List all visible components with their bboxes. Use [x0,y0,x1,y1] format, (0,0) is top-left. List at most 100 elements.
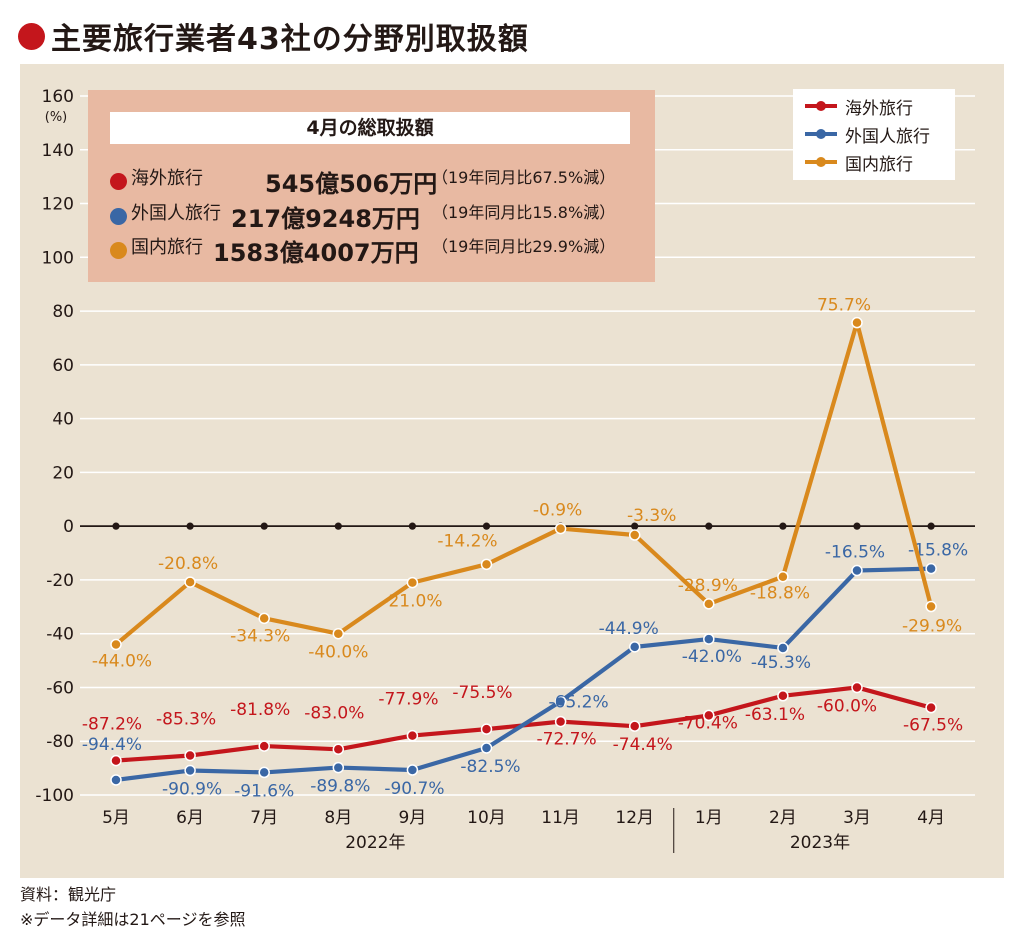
legend-item-overseas: 海外旅行 [805,93,913,119]
data-point-overseas [554,715,567,728]
domestic-bullet-icon [110,241,127,259]
legend-label: 外国人旅行 [845,126,930,147]
y-tick-label: -100 [35,786,74,806]
y-tick-label: -40 [46,625,74,645]
data-point-inbound [184,764,196,777]
data-label-inbound: -16.5% [825,543,885,563]
data-point-inbound [851,564,863,577]
data-point-domestic [110,638,122,651]
zero-line-marker [186,522,194,530]
data-reference-note: ※データ詳細は21ページを参照 [20,910,246,929]
x-tick-label: 6月 [176,808,204,828]
zero-line-marker [408,522,416,530]
y-tick-label: 140 [42,141,74,161]
y-tick-label: 0 [63,517,74,537]
data-label-inbound: -44.9% [599,619,659,639]
data-point-domestic [554,522,567,535]
data-label-inbound: -45.3% [751,653,811,673]
data-label-inbound: -89.8% [310,777,370,797]
data-point-overseas [258,740,270,752]
zero-line-marker [927,522,935,530]
chart-title: 主要旅行業者43社の分野別取扱額 [18,16,529,57]
summary-row-domestic: 国内旅行 1583億4007万円 （19年同月比29.9%減） [110,233,650,267]
data-label-overseas: -60.0% [817,696,877,716]
summary-heading: 4月の総取扱額 [110,112,630,144]
x-tick-label: 4月 [917,808,945,828]
data-label-domestic: -29.9% [902,617,962,637]
zero-line-marker [853,522,861,530]
data-label-inbound: -94.4% [82,735,142,755]
data-label-inbound: -90.9% [162,780,222,800]
data-point-inbound [258,766,270,779]
x-tick-label: 8月 [324,808,352,828]
summary-comparison: （19年同月比29.9%減） [432,237,616,256]
summary-label: 国内旅行 [131,237,203,258]
data-label-overseas: -81.8% [230,700,290,720]
series-line-domestic [113,320,934,647]
data-label-overseas: -77.9% [378,690,438,710]
summary-amount: 545億506万円 [265,170,438,198]
data-point-inbound [110,774,122,786]
data-point-domestic [258,612,270,625]
data-point-domestic [851,316,863,329]
data-label-inbound: -42.0% [682,647,742,667]
data-point-overseas [851,681,863,694]
summary-amount: 217億9248万円 [231,205,420,233]
data-label-domestic: -21.0% [382,592,442,612]
data-point-overseas [110,754,122,767]
chart-legend: 海外旅行 外国人旅行 国内旅行 [793,89,955,180]
summary-row-inbound: 外国人旅行 217億9248万円 （19年同月比15.8%減） [110,199,650,233]
legend-item-domestic: 国内旅行 [805,149,913,175]
summary-amount: 1583億4007万円 [213,239,419,267]
x-tick-label: 2月 [769,808,797,828]
zero-line-marker [705,522,713,530]
data-label-overseas: -70.4% [678,713,738,733]
x-tick-label: 11月 [541,808,580,828]
data-label-inbound: -65.2% [549,692,609,712]
zero-line-marker [260,522,268,530]
data-label-domestic: -40.0% [308,643,368,663]
x-tick-label: 5月 [102,808,130,828]
data-point-overseas [184,749,196,762]
y-tick-label: 60 [52,356,74,376]
zero-line-marker [112,522,120,530]
legend-swatch-inbound [805,129,837,139]
y-tick-label: -80 [46,732,74,752]
data-point-overseas [925,701,937,714]
summary-row-overseas: 海外旅行 545億506万円 （19年同月比67.5%減） [110,164,650,198]
source-note: 資料：観光庁 [20,885,117,904]
data-label-inbound: -91.6% [234,781,294,801]
data-point-overseas [777,690,789,702]
data-label-inbound: -82.5% [460,757,520,777]
x-tick-label: 12月 [615,808,654,828]
overseas-bullet-icon [110,172,127,190]
data-point-domestic [777,570,789,583]
inbound-bullet-icon [110,207,127,225]
data-point-domestic [703,598,715,610]
x-tick-label: 9月 [398,808,426,828]
data-point-overseas [628,720,641,732]
data-label-domestic: -44.0% [92,651,152,671]
data-label-domestic: -20.8% [158,554,218,574]
summary-label: 外国人旅行 [131,203,221,224]
legend-swatch-overseas [805,101,837,111]
title-bullet-icon [18,22,45,50]
data-point-inbound [554,695,567,708]
y-tick-label: -60 [46,678,74,698]
series-line-inbound [113,566,934,783]
data-point-domestic [628,529,641,541]
data-label-overseas: -87.2% [82,715,142,735]
x-tick-label: 1月 [695,808,723,828]
data-point-inbound [480,742,493,754]
data-label-overseas: -75.5% [452,683,512,703]
data-point-domestic [925,600,937,613]
data-label-domestic: -0.9% [533,501,582,521]
title-text: 主要旅行業者43社の分野別取扱額 [51,22,529,57]
data-point-overseas [703,709,715,722]
summary-box: 4月の総取扱額 海外旅行 545億506万円 （19年同月比67.5%減） 外国… [88,90,655,282]
x-group-label: 2023年 [790,833,850,853]
y-tick-label: -20 [46,571,74,591]
data-point-inbound [332,761,345,774]
zero-line-marker [482,522,491,530]
x-group-label: 2022年 [345,833,405,853]
